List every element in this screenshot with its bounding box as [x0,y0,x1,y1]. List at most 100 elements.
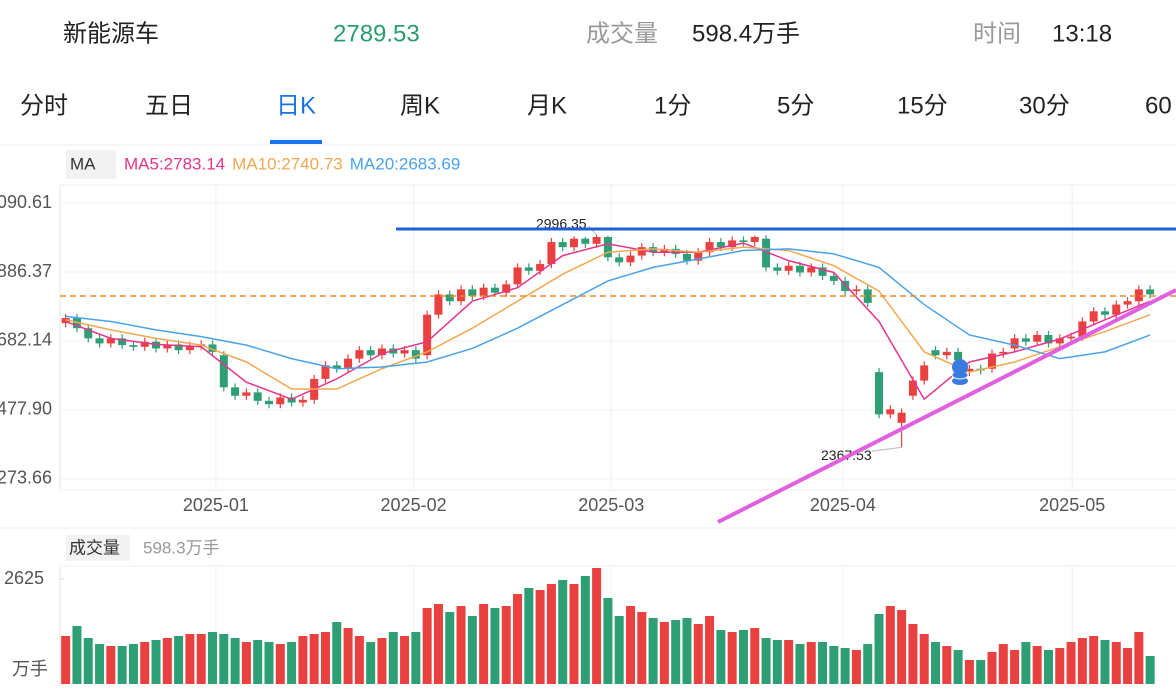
candle-body [468,289,477,297]
volume-bar [874,614,884,684]
volume-bar [931,642,941,684]
candle-body [807,267,816,273]
volume-bar [693,624,703,684]
volume-bar [806,642,816,684]
volume-bar [761,638,771,684]
candle-body [1146,289,1155,295]
candle-body [411,350,420,359]
legend-label: MA [70,154,96,173]
tab[interactable]: 5分 [777,92,814,119]
candle-body [615,257,624,263]
tab[interactable]: 日K [276,92,316,119]
volume-bar [727,632,737,684]
candle-body [716,242,725,248]
volume-bar [445,612,455,684]
candle-body [344,358,353,369]
legend-entry: MA20:2683.69 [350,154,461,173]
volume-bar [275,644,285,684]
time-label: 时间 [973,20,1021,47]
candle-body [875,372,884,415]
candle-body [355,350,364,359]
tab[interactable]: 60 [1145,92,1172,119]
candle-body [1021,338,1030,342]
tab[interactable]: 分时 [20,92,68,119]
volume-bar [106,646,116,684]
volume-bar [388,632,398,684]
candle-body [400,350,409,354]
tab[interactable]: 五日 [145,92,193,119]
volume-bar [671,620,681,684]
volume-bar [513,594,523,684]
volume-bar [908,624,918,684]
y-tick-label: 2682.14 [0,330,52,350]
volume-bar [558,580,568,684]
tab[interactable]: 月K [527,92,567,119]
ma-line [65,248,1151,370]
volume-bar [897,610,907,684]
candle-body [547,242,556,265]
volume-bar [185,634,195,684]
volume-bar [230,638,240,684]
candle-body [536,264,545,271]
volume-bar [128,644,138,684]
candle-body [1123,301,1132,305]
volume-bar [354,636,364,684]
candle-body [231,387,240,396]
candle-body [795,265,804,273]
volume-bar [456,606,466,684]
volume-bar [1100,640,1110,684]
event-marker[interactable] [951,359,969,385]
volume-bar [953,650,963,684]
volume-bar [1111,642,1121,684]
volume-bar [580,576,590,684]
volume-bar [309,634,319,684]
candle-body [276,397,285,405]
volume-bar [784,640,794,684]
candle-body [694,252,703,261]
x-tick-label: 2025-03 [578,495,644,515]
legend-entry: MA10:2740.73 [232,154,343,173]
volume-bar [795,644,805,684]
volume-title: 成交量 [69,538,120,557]
tab[interactable]: 1分 [654,92,691,119]
candle-body [920,365,929,381]
y-tick-label: 2477.90 [0,399,52,419]
volume-bar [1021,642,1031,684]
volume-bar [659,622,669,684]
candle-body [95,338,104,344]
candle-body [219,355,228,388]
tab[interactable]: 30分 [1019,92,1070,119]
x-tick-label: 2025-02 [381,495,447,515]
candle-body [784,265,793,271]
volume-bar [1077,638,1087,684]
candle-body [366,350,375,356]
volume-bar [377,638,387,684]
candle-body [1089,311,1098,322]
candle-body [1033,334,1042,342]
volume-bar [140,642,150,684]
volume-bar [1145,656,1155,684]
candle-body [61,318,70,324]
volume-bar [264,642,274,684]
candle-body [72,318,81,329]
volume-bar [162,638,172,684]
candle-body [298,399,307,403]
volume-bar [174,636,184,684]
candle-body [682,253,691,261]
volume-bar [998,644,1008,684]
volume-bar [885,606,895,684]
volume-bar [1123,648,1133,684]
candle-body [208,344,217,352]
volume-bar [343,628,353,684]
candle-body [1055,338,1064,344]
candle-body [592,237,601,244]
candle-body [841,280,850,292]
volume-bar [501,606,511,684]
tab[interactable]: 周K [400,92,440,119]
volume-bar [433,604,443,684]
candle-body [908,380,917,396]
volume-bar [648,618,658,684]
volume-bar [603,598,613,684]
ma-line [65,246,1151,390]
tab[interactable]: 15分 [897,92,948,119]
